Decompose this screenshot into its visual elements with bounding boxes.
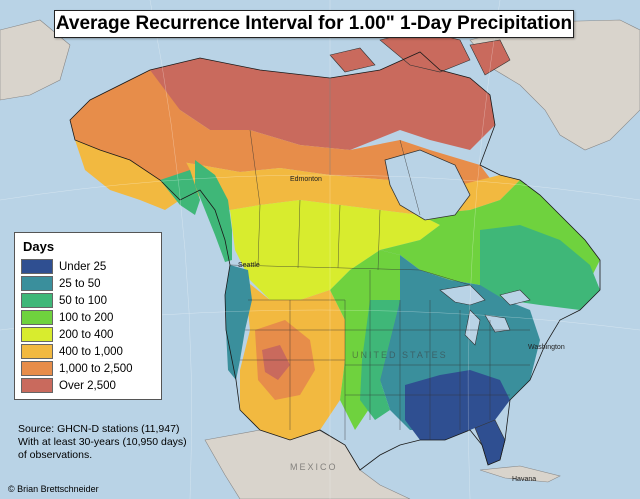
- legend-swatch: [21, 310, 53, 325]
- source-line: With at least 30-years (10,950 days): [18, 436, 187, 448]
- legend-label: Under 25: [59, 260, 107, 273]
- legend-swatch: [21, 344, 53, 359]
- legend-swatch: [21, 276, 53, 291]
- east-canada-teal-zone: [480, 225, 600, 310]
- source-note: Source: GHCN-D stations (11,947) With at…: [18, 423, 278, 462]
- legend-label: 1,000 to 2,500: [59, 362, 133, 375]
- alaska-zone: [70, 70, 200, 200]
- legend-item: Under 25: [21, 258, 155, 275]
- country-label-mexico: MEXICO: [290, 462, 338, 472]
- legend-item: 50 to 100: [21, 292, 155, 309]
- source-line: of observations.: [18, 449, 93, 461]
- legend: Days Under 25 25 to 50 50 to 100 100 to …: [14, 232, 162, 400]
- legend-item: 100 to 200: [21, 309, 155, 326]
- legend-label: 200 to 400: [59, 328, 114, 341]
- country-label-us: UNITED STATES: [352, 350, 448, 360]
- legend-item: 200 to 400: [21, 326, 155, 343]
- cuba-land: [479, 465, 561, 483]
- place-label-seattle: Seattle: [238, 262, 260, 269]
- legend-item: 1,000 to 2,500: [21, 360, 155, 377]
- legend-item: Over 2,500: [21, 377, 155, 394]
- legend-label: 25 to 50: [59, 277, 101, 290]
- continent-outline: [69, 51, 601, 471]
- place-label-edmonton: Edmonton: [290, 176, 322, 183]
- arctic-zone: [150, 52, 495, 150]
- legend-label: 50 to 100: [59, 294, 107, 307]
- legend-swatch: [21, 378, 53, 393]
- borders: [229, 78, 530, 440]
- legend-swatch: [21, 293, 53, 308]
- legend-label: 400 to 1,000: [59, 345, 123, 358]
- alaska-coast-zone: [160, 170, 200, 215]
- southeast-blue-zone: [405, 370, 510, 440]
- legend-swatch: [21, 361, 53, 376]
- legend-swatch: [21, 259, 53, 274]
- bc-coast-zone: [195, 160, 232, 262]
- legend-label: 100 to 200: [59, 311, 114, 324]
- russia-land: [0, 19, 71, 101]
- place-label-washington: Washington: [528, 344, 565, 351]
- greenland: [469, 19, 640, 151]
- legend-item: 400 to 1,000: [21, 343, 155, 360]
- legend-title: Days: [23, 239, 55, 254]
- legend-swatch: [21, 327, 53, 342]
- legend-item: 25 to 50: [21, 275, 155, 292]
- prairie-yellow-zone: [230, 200, 440, 300]
- hudson-bay: [384, 149, 471, 221]
- map-title: Average Recurrence Interval for 1.00" 1-…: [54, 10, 574, 38]
- place-label-havana: Havana: [512, 476, 537, 483]
- credit: © Brian Brettschneider: [8, 484, 99, 494]
- desert-red-zone: [262, 345, 290, 380]
- source-line: Source: GHCN-D stations (11,947): [18, 423, 180, 435]
- alaska-south-zone: [75, 140, 180, 210]
- legend-label: Over 2,500: [59, 379, 116, 392]
- pacific-coast-zone: [225, 265, 252, 380]
